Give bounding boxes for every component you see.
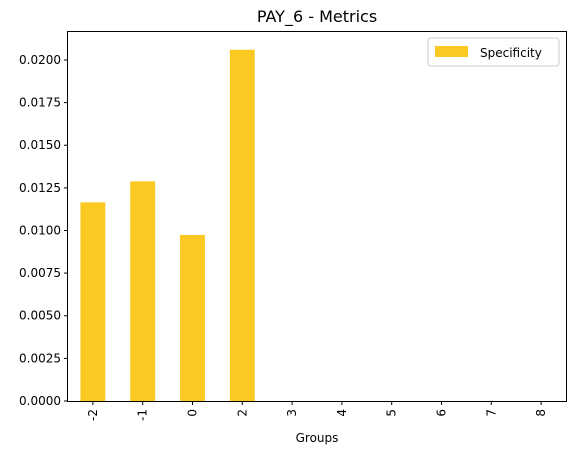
legend-swatch xyxy=(435,46,468,57)
bar--1 xyxy=(130,181,156,401)
bars-layer xyxy=(80,49,255,401)
x-tick-label: 2 xyxy=(235,409,249,417)
x-tick-label: 5 xyxy=(385,409,399,417)
x-tick-label: 0 xyxy=(186,409,200,417)
x-tick-label: 4 xyxy=(335,409,349,417)
y-tick-label: 0.0100 xyxy=(19,223,61,237)
bar--2 xyxy=(80,202,106,401)
legend: Specificity xyxy=(427,37,560,67)
x-axis: -2 -1 0 2 3 4 5 6 7 8 xyxy=(86,401,548,421)
y-tick-label: 0.0125 xyxy=(19,181,61,195)
chart-title: PAY_6 - Metrics xyxy=(257,7,377,27)
legend-frame xyxy=(427,37,560,67)
x-tick-label: 6 xyxy=(435,409,449,417)
y-tick-label: 0.0200 xyxy=(19,53,61,67)
y-tick-label: 0.0075 xyxy=(19,266,61,280)
y-tick-label: 0.0150 xyxy=(19,138,61,152)
legend-label: Specificity xyxy=(480,46,542,60)
bar-2 xyxy=(229,49,255,401)
y-tick-label: 0.0025 xyxy=(19,351,61,365)
y-tick-label: 0.0000 xyxy=(19,394,61,408)
y-tick-label: 0.0050 xyxy=(19,309,61,323)
y-tick-label: 0.0175 xyxy=(19,96,61,110)
x-tick-label: -2 xyxy=(86,409,100,421)
bar-0 xyxy=(180,234,205,401)
x-tick-label: -1 xyxy=(136,409,150,421)
x-tick-label: 8 xyxy=(534,409,548,417)
x-axis-label: Groups xyxy=(296,431,339,445)
x-tick-label: 3 xyxy=(285,409,299,417)
plot-frame xyxy=(67,31,567,402)
y-axis: 0.0000 0.0025 0.0050 0.0075 0.0100 0.0125 0.01… xyxy=(19,53,68,408)
x-tick-label: 7 xyxy=(484,409,498,417)
